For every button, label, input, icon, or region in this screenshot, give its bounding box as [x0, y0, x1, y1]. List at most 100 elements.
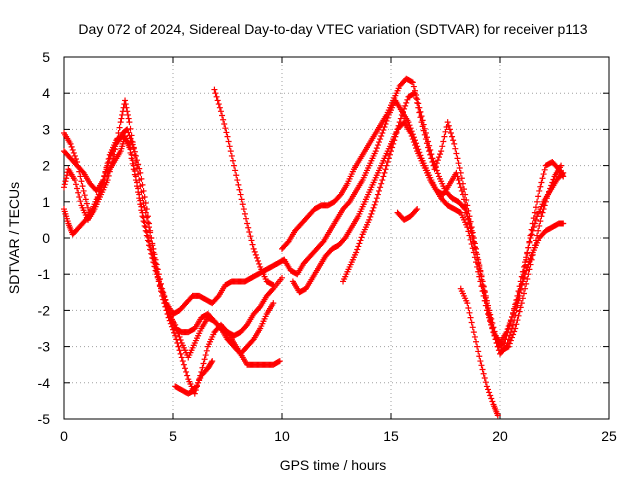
data-point	[276, 358, 283, 365]
data-point	[502, 344, 509, 351]
data-point	[534, 198, 541, 205]
data-point	[119, 111, 126, 118]
data-point	[63, 172, 70, 179]
data-point	[136, 191, 143, 198]
data-point	[173, 336, 180, 343]
data-point	[61, 184, 67, 191]
data-point	[128, 151, 135, 158]
data-point	[486, 389, 493, 396]
data-point	[99, 180, 106, 187]
data-point	[559, 172, 566, 179]
chart-title: Day 072 of 2024, Sidereal Day-to-day VTE…	[78, 21, 587, 37]
data-point	[248, 237, 255, 244]
data-point	[524, 276, 531, 283]
data-point	[138, 203, 145, 210]
data-point	[208, 359, 215, 366]
data-point	[438, 148, 445, 155]
data-point	[513, 307, 520, 314]
data-point	[489, 324, 496, 331]
data-point	[144, 213, 151, 220]
data-point	[369, 207, 376, 214]
data-point	[538, 213, 545, 220]
data-point	[69, 146, 76, 153]
data-point	[377, 184, 384, 191]
data-point	[467, 225, 474, 232]
data-point	[507, 329, 514, 336]
data-point	[201, 356, 208, 363]
data-point	[214, 97, 221, 104]
data-point	[465, 207, 472, 214]
data-point	[227, 148, 234, 155]
data-point	[505, 336, 512, 343]
data-point	[279, 274, 285, 281]
data-point	[98, 184, 105, 191]
data-point	[122, 97, 129, 104]
data-point	[353, 249, 360, 256]
data-point	[481, 289, 488, 296]
data-point	[181, 365, 188, 372]
data-point	[125, 139, 132, 146]
data-point	[455, 177, 462, 184]
data-point	[173, 324, 180, 331]
data-point	[156, 283, 163, 290]
data-point	[179, 358, 186, 365]
data-point	[548, 182, 555, 189]
data-point	[459, 180, 466, 187]
data-point	[537, 218, 544, 225]
data-point	[234, 177, 241, 184]
data-point	[134, 179, 141, 186]
data-point	[176, 333, 183, 340]
data-point	[419, 123, 426, 130]
data-point	[410, 83, 417, 90]
data-point	[356, 240, 363, 247]
data-point	[408, 78, 415, 85]
data-point	[153, 268, 160, 275]
data-point	[411, 142, 418, 149]
data-point	[422, 136, 429, 143]
data-point	[465, 304, 472, 311]
data-point	[508, 325, 515, 332]
data-point	[243, 215, 250, 222]
data-point	[440, 138, 447, 145]
data-point	[529, 227, 536, 234]
data-point	[560, 173, 567, 180]
data-point	[518, 273, 525, 280]
data-point	[514, 302, 521, 309]
data-point	[211, 86, 218, 93]
data-point	[435, 154, 442, 161]
data-point	[469, 229, 476, 236]
data-point	[175, 330, 182, 337]
data-point	[374, 191, 381, 198]
data-point	[270, 282, 277, 289]
data-point	[78, 178, 85, 185]
data-point	[232, 167, 239, 174]
series-track-f	[211, 86, 277, 289]
data-point	[433, 160, 440, 167]
data-point	[469, 324, 476, 331]
data-point	[130, 145, 137, 152]
data-point	[159, 292, 166, 299]
y-tick-label: -2	[38, 302, 51, 318]
data-point	[398, 111, 405, 118]
data-point	[137, 197, 144, 204]
data-point	[249, 241, 256, 248]
data-point	[515, 297, 522, 304]
data-point	[103, 164, 110, 171]
data-point	[507, 318, 514, 325]
data-point	[524, 250, 531, 257]
series-track-d	[61, 130, 283, 397]
data-point	[487, 314, 494, 321]
data-point	[529, 251, 536, 258]
data-point	[74, 185, 81, 192]
series-track-i	[289, 119, 565, 354]
series-track-j	[340, 90, 567, 357]
data-point	[535, 227, 542, 234]
data-point	[532, 204, 539, 211]
data-point	[487, 392, 494, 399]
y-tick-label: -3	[38, 339, 51, 355]
data-point	[413, 95, 420, 102]
data-point	[542, 198, 549, 205]
data-point	[523, 256, 530, 263]
data-point	[397, 115, 404, 122]
